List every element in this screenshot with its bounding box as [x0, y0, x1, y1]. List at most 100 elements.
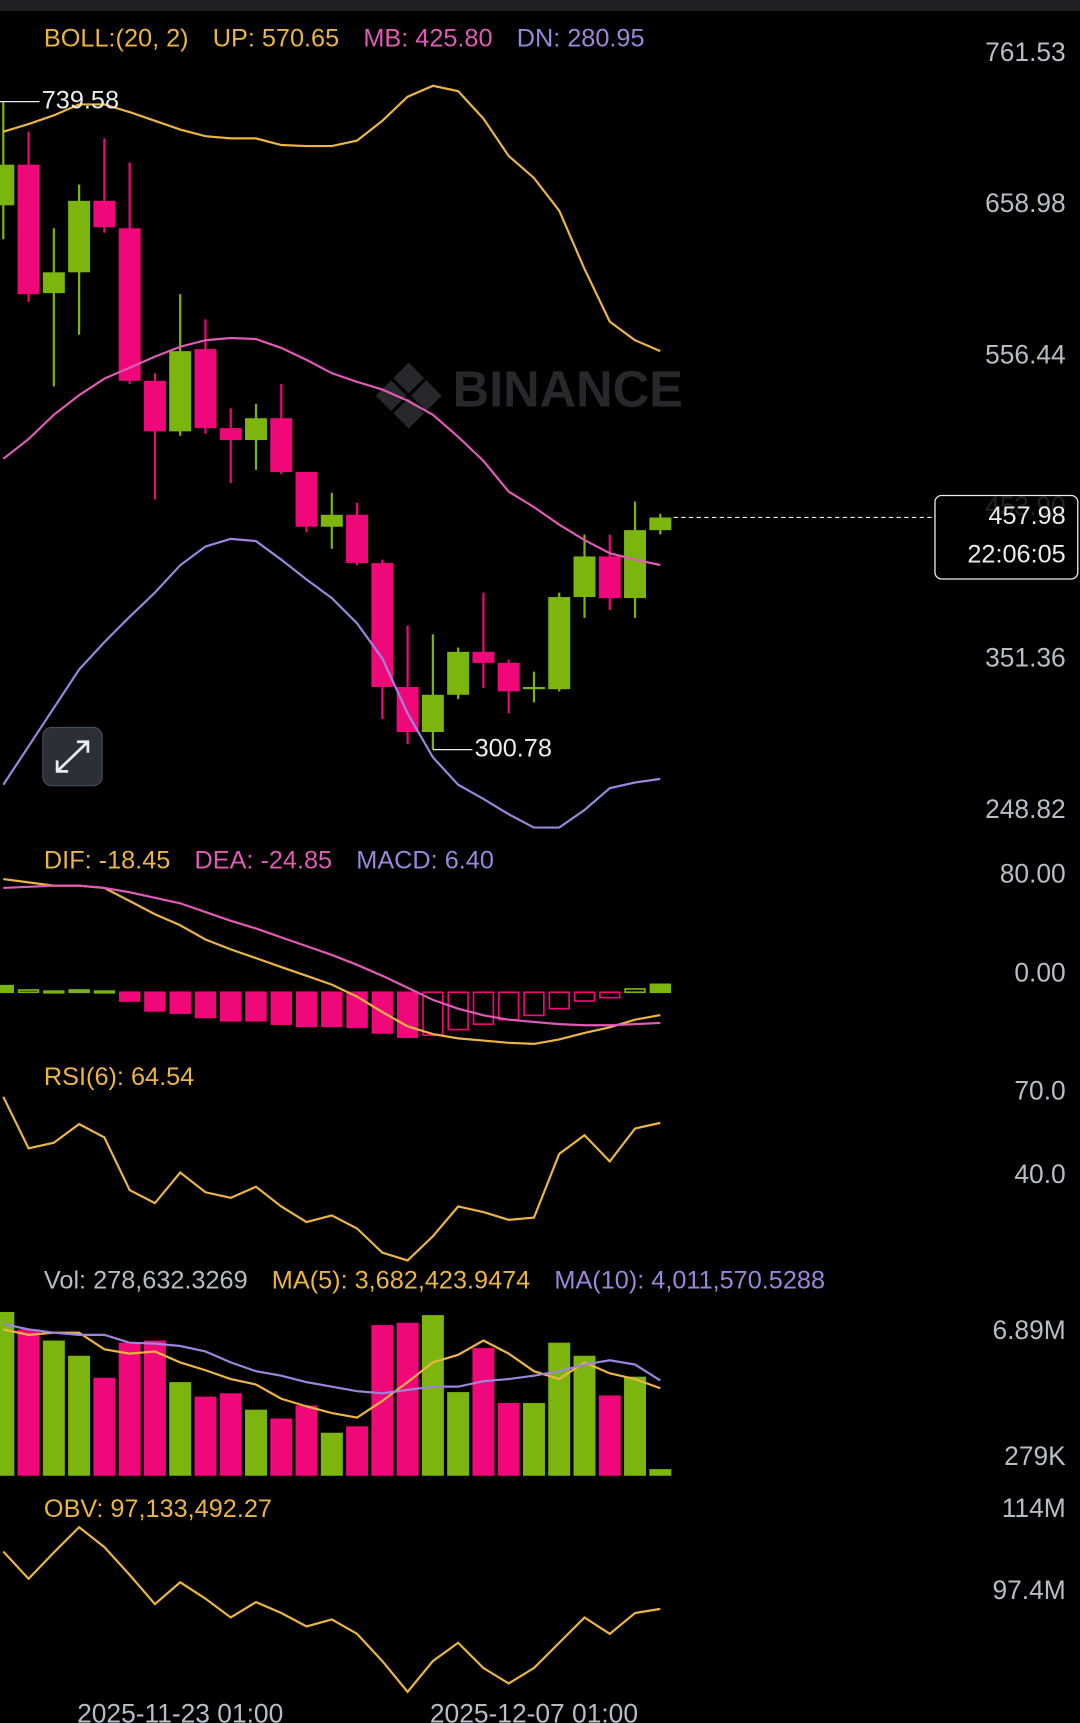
legend-entry: MA(5): 3,682,423.9474 [272, 1266, 530, 1294]
indicator-line [2, 1525, 661, 1694]
indicator-line [2, 1096, 661, 1262]
macd-bar [43, 990, 65, 994]
volume-bar [17, 1329, 40, 1476]
legend-entry: RSI(6): 64.54 [44, 1063, 194, 1091]
indicator-line [2, 537, 661, 829]
candle-body [346, 514, 369, 564]
top-strip [0, 0, 1080, 11]
legend-entry: MA(10): 4,011,570.5288 [554, 1266, 825, 1294]
macd-bar [548, 991, 570, 1010]
volume-bar [295, 1405, 318, 1476]
candle-body [522, 686, 545, 690]
candle-body [169, 351, 192, 432]
watermark-text: BINANCE [453, 361, 683, 418]
candle-body [143, 380, 166, 432]
volume-bar [270, 1418, 293, 1476]
candle-body [598, 556, 621, 599]
volume-bar [396, 1322, 419, 1476]
volume-bar [169, 1382, 192, 1476]
candle-body [624, 530, 647, 599]
x-tick-label: 2025-12-07 01:00 [430, 1698, 638, 1723]
legend: BOLL:(20, 2) UP: 570.65 MB: 425.80 DN: 280.… [44, 24, 645, 52]
y-tick-label: 6.89M [992, 1315, 1065, 1345]
volume-bar [497, 1403, 520, 1476]
macd-bar [396, 991, 419, 1039]
y-tick-label: 279K [1004, 1441, 1066, 1471]
macd-bar [346, 991, 368, 1029]
volume-bar [472, 1348, 495, 1476]
candle-body [447, 651, 470, 695]
legend-entry: DEA: -24.85 [194, 846, 332, 874]
y-tick-label: 70.0 [1014, 1075, 1065, 1105]
candle-body [295, 471, 318, 527]
macd-bar [649, 983, 672, 994]
candle-body [548, 597, 571, 690]
watermark: BINANCE [375, 361, 683, 429]
candle-body [421, 694, 444, 733]
y-tick-label: 761.53 [985, 37, 1066, 67]
last-price-box [934, 494, 1079, 580]
legend-entry: UP: 570.65 [213, 24, 339, 52]
candle-body [0, 164, 15, 206]
y-tick-label: 80.00 [1000, 859, 1066, 889]
candle-body [194, 349, 217, 429]
legend-entry: DIF: -18.45 [44, 846, 170, 874]
volume-bar [0, 1312, 15, 1476]
candle-body [497, 662, 520, 692]
candle-body [320, 514, 343, 527]
legend-entry: OBV: 97,133,492.27 [44, 1494, 272, 1522]
legend-entry: DN: 280.95 [517, 24, 645, 52]
candle-body [118, 228, 141, 381]
y-tick-label: 556.44 [985, 340, 1066, 370]
volume-bar [598, 1395, 621, 1476]
candle-body [270, 418, 293, 472]
y-tick-label: 0.00 [1014, 958, 1065, 988]
macd-bar [17, 989, 40, 994]
volume-bar [320, 1432, 343, 1476]
volume-bar [447, 1392, 470, 1476]
volume-bar [421, 1315, 444, 1476]
y-tick-label: 97.4M [992, 1575, 1065, 1605]
candle-body [42, 272, 65, 294]
legend: DIF: -18.45 DEA: -24.85 MACD: 6.40 [44, 846, 494, 874]
macd-bar [295, 991, 318, 1028]
macd-bar [93, 990, 116, 994]
volume-bar [118, 1342, 141, 1476]
candle-body [17, 164, 40, 295]
x-tick-label: 2025-11-23 01:00 [77, 1698, 283, 1723]
macd-bar [573, 991, 596, 1002]
indicator-line [2, 84, 661, 353]
macd-bar [245, 991, 267, 1022]
legend-entry: BOLL:(20, 2) [44, 24, 189, 52]
volume-bar [245, 1409, 267, 1476]
legend-entry: Vol: 278,632.3269 [44, 1266, 248, 1294]
legend: RSI(6): 64.54 [44, 1063, 194, 1091]
macd-bar [0, 984, 15, 994]
macd-bar [599, 991, 621, 999]
volume-bar [42, 1340, 65, 1476]
indicator-line [3, 877, 661, 1046]
volume-bar [143, 1340, 166, 1476]
candle-body [219, 428, 242, 441]
candle-body [93, 200, 116, 228]
volume-bar [522, 1403, 545, 1476]
volume-bar [649, 1469, 672, 1476]
y-tick-label: 114M [1002, 1493, 1066, 1523]
macd-bar [624, 988, 646, 994]
candle-body [68, 200, 91, 273]
legend: OBV: 97,133,492.27 [44, 1494, 272, 1522]
macd-bar [220, 991, 242, 1022]
macd-bar [169, 991, 191, 1014]
volume-bar [68, 1355, 91, 1476]
volume-bar [219, 1393, 242, 1476]
candle-body [371, 563, 394, 687]
expand-icon[interactable] [55, 740, 90, 773]
y-tick-label: 40.0 [1014, 1159, 1065, 1189]
y-tick-label: 248.82 [985, 794, 1066, 824]
y-tick-label: 351.36 [985, 643, 1066, 673]
volume-bar [194, 1396, 217, 1476]
candle-body [573, 556, 596, 598]
expand-button[interactable] [42, 726, 103, 787]
